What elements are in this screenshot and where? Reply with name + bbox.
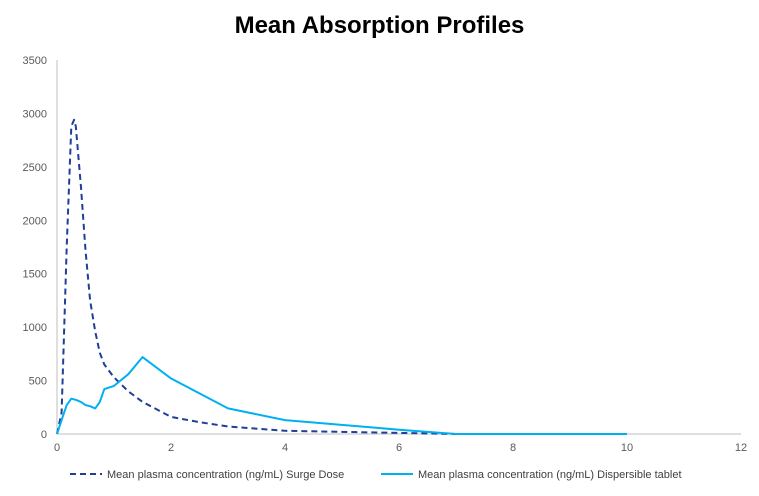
x-tick-label: 6	[396, 442, 402, 454]
legend-label-0: Mean plasma concentration (ng/mL) Surge …	[107, 469, 344, 481]
y-tick-label: 1500	[23, 269, 47, 281]
y-tick-label: 1000	[23, 322, 47, 334]
series-line-0	[56, 118, 457, 435]
x-tick-label: 0	[54, 442, 60, 454]
series-line-1	[56, 356, 627, 435]
y-tick-label: 500	[29, 376, 47, 388]
x-tick-label: 2	[168, 442, 174, 454]
x-tick-label: 4	[282, 442, 288, 454]
legend: Mean plasma concentration (ng/mL) Surge …	[70, 469, 682, 481]
x-tick-label: 12	[735, 442, 747, 454]
chart-title: Mean Absorption Profiles	[234, 12, 525, 39]
y-tick-label: 2500	[23, 162, 47, 174]
x-tick-label: 8	[510, 442, 516, 454]
y-tick-label: 3500	[23, 55, 47, 67]
y-tick-label: 0	[41, 429, 47, 441]
series-layer	[56, 118, 627, 435]
legend-label-1: Mean plasma concentration (ng/mL) Disper…	[418, 469, 682, 481]
x-tick-label: 10	[621, 442, 633, 454]
y-tick-label: 3000	[23, 108, 47, 120]
y-tick-label: 2000	[23, 215, 47, 227]
axes: 0 2 4 6 8 10 12 0 500 1000 1500 2000 2500 3000 3500	[23, 55, 748, 454]
